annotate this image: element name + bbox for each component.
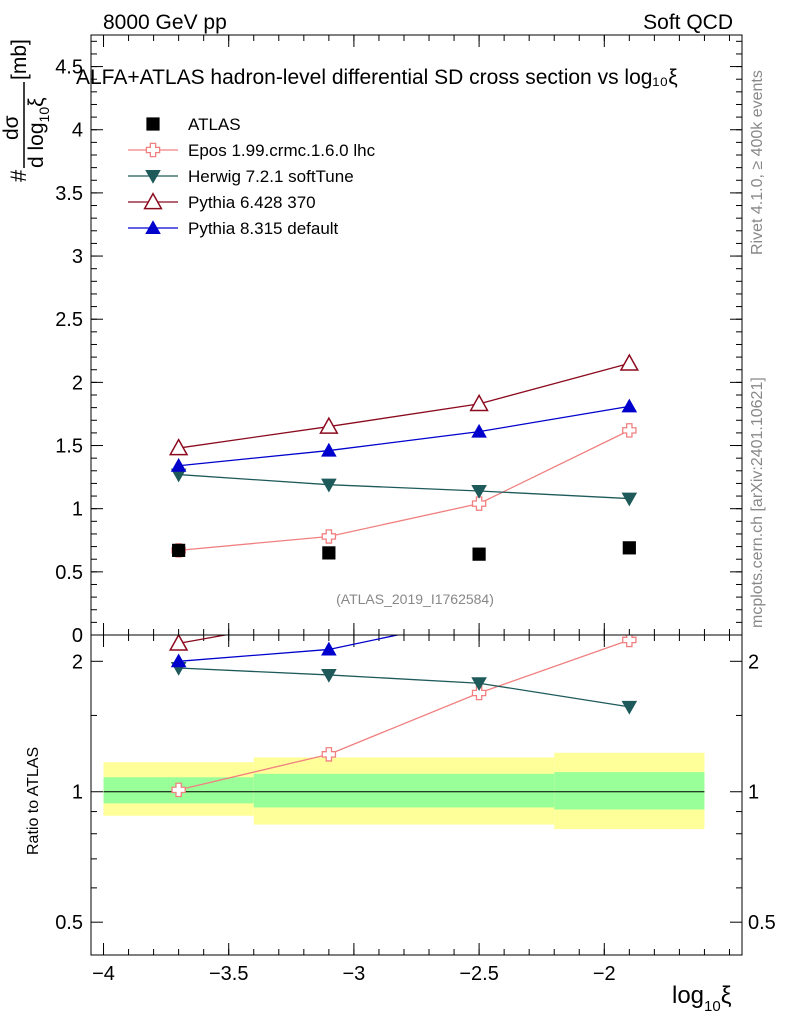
- rivet-label: Rivet 4.1.0, ≥ 400k events: [749, 70, 766, 255]
- ratio-point-pythia-8-315-default: [321, 641, 337, 656]
- series-line-pythia-6-428-370: [178, 362, 630, 449]
- analysis-label: (ATLAS_2019_I1762584): [336, 591, 494, 607]
- ratio-y-label: Ratio to ATLAS: [25, 747, 42, 855]
- x-axis-label: log10ξ: [672, 982, 732, 1015]
- x-tick-label: −2.5: [459, 963, 498, 985]
- uncertainty-band-inner: [253, 773, 555, 808]
- y-axis-label: # dσ d log10ξ [mb]: [0, 39, 52, 182]
- legend-marker: [143, 192, 163, 210]
- data-point-pythia-6-428-370: [168, 438, 189, 456]
- svg-text:[mb]: [mb]: [8, 39, 31, 80]
- data-point-atlas: [172, 543, 186, 557]
- ratio-point-epos-1-99-crmc-1-6-0-lhc: [471, 685, 487, 701]
- mcplots-label: mcplots.cern.ch [arXiv:2401.10621]: [749, 377, 766, 628]
- ratio-line-pythia-8-315-default: [178, 635, 401, 662]
- ratio-tick-label: 1: [72, 782, 83, 804]
- y-tick-label: 2.5: [55, 309, 83, 331]
- data-point-pythia-8-315-default: [471, 423, 487, 438]
- ratio-point-pythia-6-428-370: [621, 569, 638, 584]
- header-left: 8000 GeV pp: [103, 11, 227, 34]
- y-tick-label: 0: [72, 625, 83, 647]
- ratio-tick-label: 0.5: [55, 912, 83, 934]
- y-tick-label: 3: [72, 246, 83, 268]
- ratio-line-herwig-7-2-1-softtune: [178, 667, 630, 708]
- uncertainty-band-inner: [554, 772, 705, 810]
- svg-text:dσ: dσ: [0, 115, 23, 140]
- ratio-point-pythia-6-428-370: [320, 608, 337, 623]
- ratio-point-epos-1-99-crmc-1-6-0-lhc: [622, 635, 637, 648]
- data-point-pythia-8-315-default: [621, 398, 638, 413]
- ratio-point-herwig-7-2-1-softtune: [471, 677, 487, 692]
- ratio-tick-label-right: 1: [748, 782, 759, 804]
- y-tick-label: 0.5: [55, 562, 83, 584]
- legend-marker: [145, 170, 161, 184]
- y-tick-label: 4: [72, 120, 83, 142]
- header-right: Soft QCD: [643, 11, 733, 34]
- data-point-epos-1-99-crmc-1-6-0-lhc: [321, 529, 337, 544]
- ratio-point-pythia-6-428-370: [168, 635, 189, 651]
- series-line-pythia-8-315-default: [178, 405, 630, 467]
- data-point-pythia-6-428-370: [469, 393, 489, 412]
- data-point-herwig-7-2-1-softtune: [170, 468, 187, 483]
- legend-label: Pythia 8.315 default: [188, 219, 339, 238]
- ratio-line-epos-1-99-crmc-1-6-0-lhc: [178, 639, 630, 791]
- x-tick-label: −4: [92, 963, 115, 985]
- x-tick-label: −2: [593, 963, 616, 985]
- series-line-epos-1-99-crmc-1-6-0-lhc: [178, 429, 630, 552]
- data-point-pythia-8-315-default: [321, 442, 337, 457]
- y-tick-label: 2: [72, 372, 83, 394]
- y-tick-label: 1.5: [55, 436, 83, 458]
- data-point-atlas: [472, 547, 486, 561]
- chart-title: ALFA+ATLAS hadron-level differential SD …: [76, 66, 678, 89]
- svg-text:#: #: [6, 169, 31, 182]
- data-point-epos-1-99-crmc-1-6-0-lhc: [622, 423, 637, 438]
- data-point-herwig-7-2-1-softtune: [321, 478, 337, 493]
- ratio-point-pythia-8-315-default: [170, 653, 187, 668]
- legend-label: Pythia 6.428 370: [188, 193, 316, 212]
- legend-label: Herwig 7.2.1 softTune: [188, 167, 354, 186]
- x-tick-label: −3.5: [209, 963, 248, 985]
- ratio-point-pythia-8-315-default: [471, 610, 487, 624]
- y-tick-label: 1: [72, 499, 83, 521]
- ratio-point-epos-1-99-crmc-1-6-0-lhc: [321, 747, 337, 762]
- data-point-herwig-7-2-1-softtune: [621, 492, 638, 507]
- ratio-point-herwig-7-2-1-softtune: [621, 700, 638, 715]
- svg-text:d log10ξ: d log10ξ: [25, 97, 52, 168]
- ratio-tick-label-right: 2: [748, 651, 759, 673]
- ratio-tick-label-right: 0.5: [748, 912, 776, 934]
- ratio-tick-label: 2: [72, 651, 83, 673]
- y-tick-label: 4.5: [55, 57, 83, 79]
- data-point-epos-1-99-crmc-1-6-0-lhc: [471, 496, 487, 511]
- data-point-pythia-6-428-370: [319, 416, 339, 434]
- data-point-atlas: [622, 541, 636, 555]
- legend-label: ATLAS: [188, 115, 241, 134]
- data-point-atlas: [322, 546, 336, 560]
- ratio-point-epos-1-99-crmc-1-6-0-lhc: [171, 782, 186, 798]
- legend-marker: [145, 142, 161, 158]
- data-point-herwig-7-2-1-softtune: [471, 485, 487, 499]
- series-line-herwig-7-2-1-softtune: [178, 473, 630, 500]
- x-tick-label: −3: [342, 963, 365, 985]
- legend-marker: [146, 117, 160, 131]
- legend-marker: [145, 220, 161, 234]
- y-tick-label: 3.5: [55, 183, 83, 205]
- ratio-point-pythia-8-315-default: [622, 603, 638, 617]
- data-point-pythia-6-428-370: [619, 353, 640, 371]
- legend-label: Epos 1.99.crmc.1.6.0 lhc: [188, 141, 376, 160]
- ratio-frame: [90, 634, 743, 956]
- data-point-pythia-8-315-default: [170, 457, 187, 472]
- ratio-point-herwig-7-2-1-softtune: [321, 668, 337, 683]
